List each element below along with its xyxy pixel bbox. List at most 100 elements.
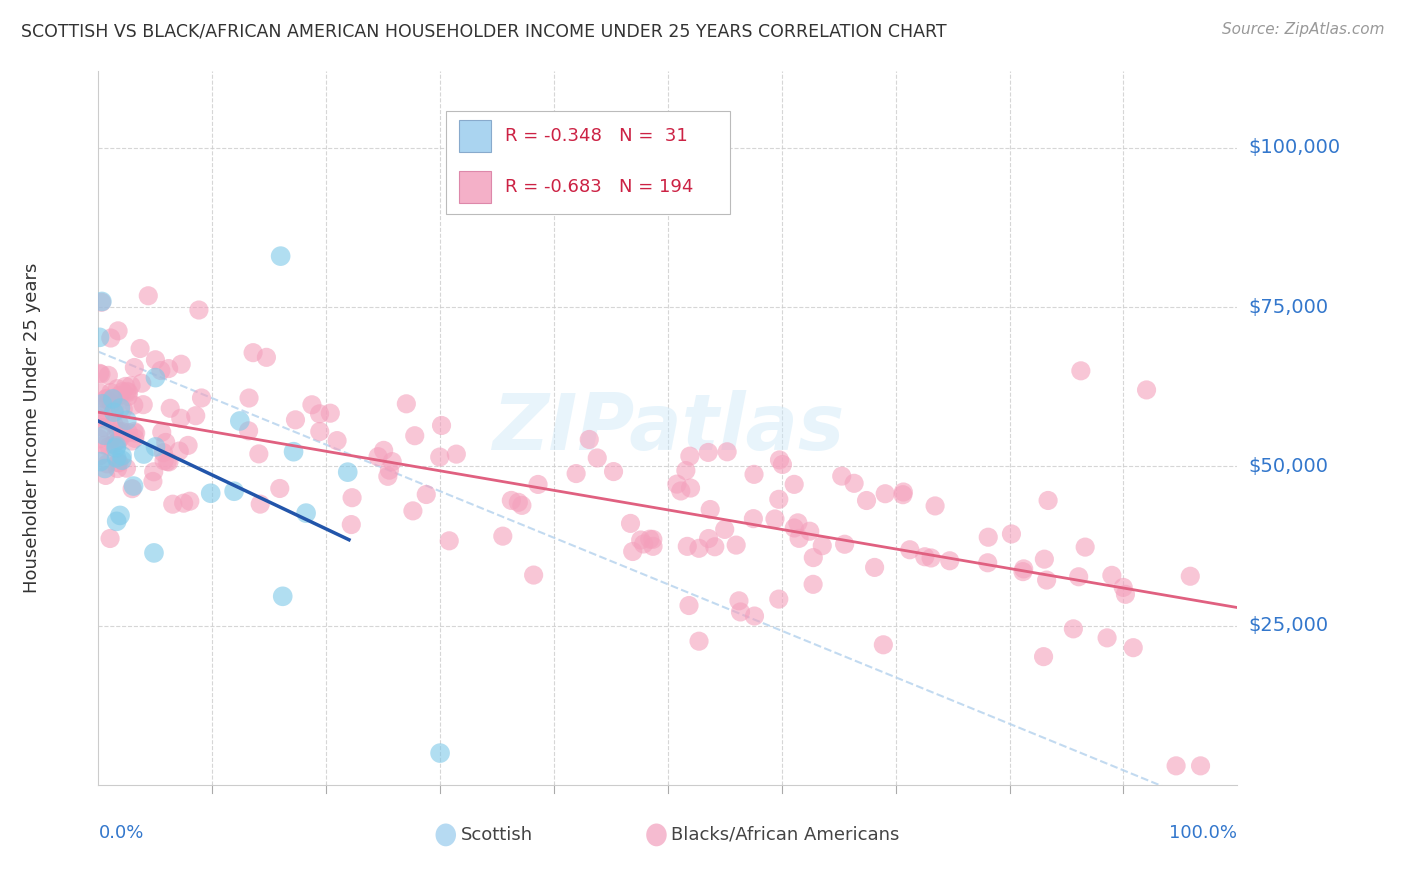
Point bbox=[565, 467, 588, 481]
Point bbox=[1070, 364, 1092, 378]
Point bbox=[676, 540, 699, 554]
Point bbox=[834, 537, 856, 551]
Text: Blacks/African Americans: Blacks/African Americans bbox=[671, 826, 900, 844]
Point bbox=[107, 434, 129, 448]
Point bbox=[247, 447, 270, 461]
Point bbox=[117, 389, 139, 403]
Point bbox=[527, 477, 550, 491]
Point bbox=[977, 556, 1000, 570]
Point bbox=[152, 445, 174, 459]
Text: 100.0%: 100.0% bbox=[1170, 824, 1237, 842]
Point bbox=[602, 465, 624, 479]
Point bbox=[742, 511, 765, 525]
Point bbox=[122, 425, 145, 439]
Point bbox=[169, 444, 191, 458]
Point bbox=[238, 391, 260, 405]
Point bbox=[630, 533, 652, 547]
Point bbox=[1074, 540, 1097, 554]
Text: R = -0.683   N = 194: R = -0.683 N = 194 bbox=[505, 178, 693, 196]
Point bbox=[101, 392, 124, 406]
Point bbox=[120, 378, 142, 392]
Point bbox=[319, 406, 342, 420]
Point bbox=[100, 385, 122, 400]
Point bbox=[501, 493, 523, 508]
Point bbox=[114, 379, 136, 393]
Point bbox=[1164, 759, 1187, 773]
Point bbox=[89, 432, 111, 446]
Point bbox=[157, 455, 180, 469]
Point bbox=[93, 428, 115, 442]
Point bbox=[863, 560, 886, 574]
Point bbox=[104, 402, 127, 417]
FancyBboxPatch shape bbox=[460, 171, 491, 203]
Point bbox=[121, 482, 143, 496]
Text: Scottish: Scottish bbox=[461, 826, 533, 844]
Point bbox=[94, 468, 117, 483]
Point bbox=[1189, 759, 1212, 773]
Point bbox=[586, 450, 609, 465]
Point bbox=[914, 549, 936, 564]
Point bbox=[801, 550, 824, 565]
Text: Source: ZipAtlas.com: Source: ZipAtlas.com bbox=[1222, 22, 1385, 37]
Text: $75,000: $75,000 bbox=[1249, 298, 1329, 317]
Point bbox=[688, 541, 710, 556]
Point bbox=[108, 417, 131, 431]
Point bbox=[96, 413, 118, 427]
Point bbox=[523, 568, 546, 582]
Point bbox=[107, 324, 129, 338]
Point bbox=[415, 487, 437, 501]
Point bbox=[117, 425, 139, 440]
Point bbox=[855, 493, 877, 508]
Point bbox=[112, 402, 135, 417]
Point bbox=[108, 508, 131, 523]
Point bbox=[1012, 565, 1035, 579]
Point bbox=[98, 439, 121, 453]
Point bbox=[111, 449, 134, 463]
Point bbox=[1062, 622, 1084, 636]
Point bbox=[98, 532, 121, 546]
Point bbox=[924, 499, 946, 513]
Text: Householder Income Under 25 years: Householder Income Under 25 years bbox=[22, 263, 41, 593]
Point bbox=[783, 477, 806, 491]
Point bbox=[249, 497, 271, 511]
Point bbox=[96, 392, 118, 406]
Point bbox=[872, 638, 894, 652]
Point bbox=[107, 424, 129, 438]
Point bbox=[269, 482, 291, 496]
Point bbox=[184, 409, 207, 423]
Point bbox=[159, 401, 181, 416]
Point bbox=[725, 538, 748, 552]
Point bbox=[157, 361, 180, 376]
Point bbox=[831, 469, 853, 483]
Point bbox=[100, 396, 122, 410]
Point bbox=[1033, 552, 1056, 566]
Point bbox=[142, 475, 165, 489]
Point bbox=[89, 449, 111, 463]
Point bbox=[742, 467, 765, 482]
Point bbox=[688, 634, 710, 648]
Point bbox=[107, 461, 129, 475]
Point bbox=[90, 409, 112, 423]
Point bbox=[713, 522, 735, 536]
Point bbox=[142, 465, 165, 479]
Point bbox=[105, 450, 128, 465]
Point bbox=[242, 345, 264, 359]
Point bbox=[768, 592, 790, 607]
Point bbox=[768, 492, 790, 507]
Point bbox=[1012, 562, 1035, 576]
Point bbox=[170, 357, 193, 371]
Point bbox=[768, 453, 790, 467]
Point bbox=[402, 504, 425, 518]
Point bbox=[115, 413, 138, 427]
Point bbox=[177, 438, 200, 452]
Point bbox=[1036, 493, 1059, 508]
Point bbox=[730, 605, 752, 619]
Point bbox=[103, 417, 125, 431]
Point bbox=[129, 342, 152, 356]
Ellipse shape bbox=[436, 823, 456, 847]
Point bbox=[381, 455, 404, 469]
Point bbox=[107, 456, 129, 470]
Point bbox=[105, 514, 128, 528]
Point bbox=[1032, 649, 1054, 664]
Point bbox=[367, 450, 389, 464]
